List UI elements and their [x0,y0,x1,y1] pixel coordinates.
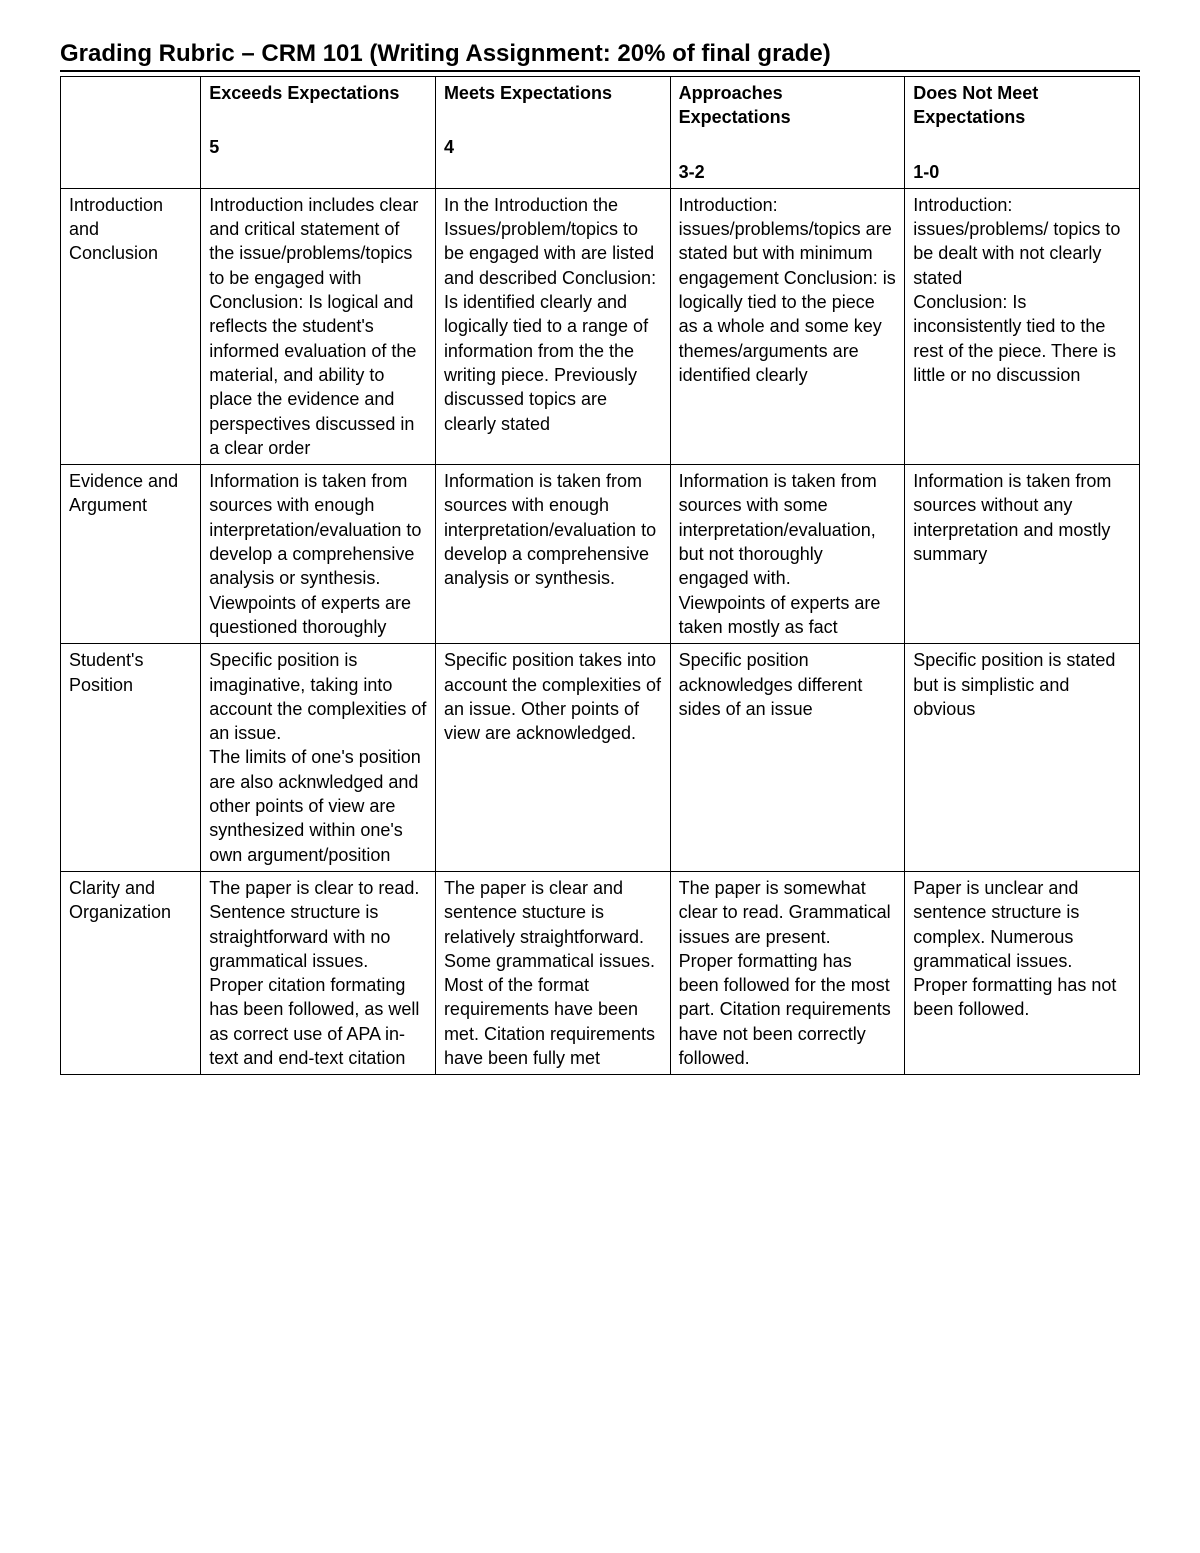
cell: Introduction: issues/problems/topics are… [670,188,905,464]
cell: Introduction includes clear and critical… [201,188,436,464]
table-row: Introduction and Conclusion Introduction… [61,188,1140,464]
cell: Information is taken from sources withou… [905,465,1140,644]
table-row: Clarity and Organization The paper is cl… [61,871,1140,1074]
header-points: 1-0 [913,160,1131,184]
table-row: Evidence and Argument Information is tak… [61,465,1140,644]
cell: Paper is unclear and sentence structure … [905,871,1140,1074]
cell: Information is taken from sources with s… [670,465,905,644]
criteria-cell: Student's Position [61,644,201,872]
header-label: Meets Expectations [444,81,662,105]
cell: Specific position is stated but is simpl… [905,644,1140,872]
header-doesnotmeet: Does Not Meet Expectations 1-0 [905,77,1140,189]
cell: The paper is clear and sentence stucture… [435,871,670,1074]
cell: The paper is somewhat clear to read. Gra… [670,871,905,1074]
cell: Specific position acknowledges different… [670,644,905,872]
header-label: Does Not Meet Expectations [913,81,1131,130]
header-exceeds: Exceeds Expectations 5 [201,77,436,189]
header-meets: Meets Expectations 4 [435,77,670,189]
page-title: Grading Rubric – CRM 101 (Writing Assign… [60,40,1140,72]
cell: Information is taken from sources with e… [435,465,670,644]
table-row: Student's Position Specific position is … [61,644,1140,872]
cell: The paper is clear to read. Sentence str… [201,871,436,1074]
table-header-row: Exceeds Expectations 5 Meets Expectation… [61,77,1140,189]
rubric-table: Exceeds Expectations 5 Meets Expectation… [60,76,1140,1075]
cell: Specific position is imaginative, taking… [201,644,436,872]
cell: Specific position takes into account the… [435,644,670,872]
criteria-cell: Introduction and Conclusion [61,188,201,464]
header-label: Approaches Expectations [679,81,897,130]
header-blank [61,77,201,189]
cell: In the Introduction the Issues/problem/t… [435,188,670,464]
header-points: 3-2 [679,160,897,184]
cell: Introduction: issues/problems/ topics to… [905,188,1140,464]
criteria-cell: Evidence and Argument [61,465,201,644]
cell: Information is taken from sources with e… [201,465,436,644]
header-label: Exceeds Expectations [209,81,427,105]
header-points: 5 [209,135,427,159]
criteria-cell: Clarity and Organization [61,871,201,1074]
header-points: 4 [444,135,662,159]
header-approaches: Approaches Expectations 3-2 [670,77,905,189]
